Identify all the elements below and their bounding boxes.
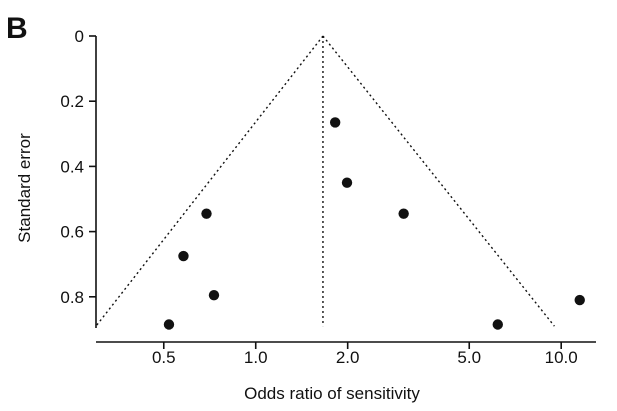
data-point <box>163 319 175 330</box>
data-point <box>178 250 189 262</box>
y-tick-label: 0.8 <box>60 288 84 307</box>
y-tick-label: 0.4 <box>60 157 84 176</box>
data-point <box>208 289 220 301</box>
x-tick-label: 5.0 <box>457 348 481 367</box>
data-points <box>163 117 585 330</box>
funnel-lines <box>95 35 555 327</box>
data-point <box>574 294 585 306</box>
x-axis-label: Odds ratio of sensitivity <box>244 384 420 403</box>
data-point <box>492 319 503 330</box>
x-tick-label: 0.5 <box>152 348 176 367</box>
y-axis-label: Standard error <box>15 133 34 243</box>
data-point <box>329 117 341 128</box>
funnel-left-line <box>95 35 324 327</box>
y-tick-label: 0 <box>75 27 84 46</box>
x-tick-label: 2.0 <box>336 348 360 367</box>
data-point <box>341 177 353 188</box>
data-point <box>398 208 409 219</box>
panel-label: B <box>6 12 28 45</box>
y-tick-label: 0.6 <box>60 223 84 242</box>
y-tick-label: 0.2 <box>60 92 84 111</box>
funnel-right-line <box>322 35 555 327</box>
x-tick-label: 10.0 <box>545 348 578 367</box>
axes: 0 0.2 0.4 0.6 0.8 0.5 1.0 2.0 5.0 10.0 <box>60 27 596 367</box>
x-tick-label: 1.0 <box>244 348 268 367</box>
data-point <box>201 208 212 219</box>
